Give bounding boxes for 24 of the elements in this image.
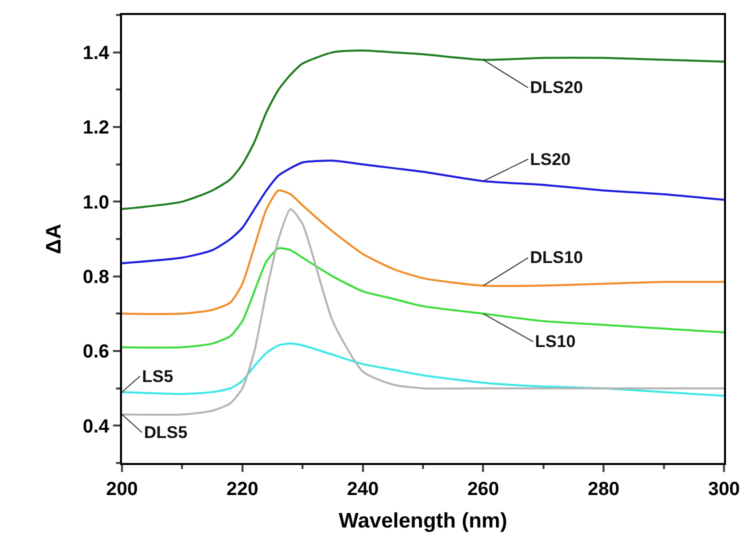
line-series bbox=[122, 247, 724, 349]
x-tick-label: 240 bbox=[346, 478, 379, 500]
x-tick-label: 200 bbox=[106, 478, 138, 500]
y-tick-label: 0.8 bbox=[82, 266, 110, 288]
y-tick-label: 1.2 bbox=[82, 118, 110, 139]
line-series bbox=[122, 49, 724, 210]
series-label: DLS5 bbox=[144, 423, 188, 442]
series-label: LS10 bbox=[535, 332, 576, 351]
y-tick-label: 0.6 bbox=[82, 342, 110, 363]
series-label: DLS10 bbox=[530, 248, 583, 267]
x-axis-title: Wavelength (nm) bbox=[338, 510, 508, 532]
line-series bbox=[122, 189, 724, 315]
y-tick-label: 1.0 bbox=[82, 192, 110, 214]
line-series bbox=[122, 208, 724, 416]
y-axis-title: ΔA bbox=[42, 224, 66, 254]
y-tick-label: 0.4 bbox=[82, 416, 110, 438]
x-tick-label: 300 bbox=[708, 478, 740, 500]
series-label: LS5 bbox=[142, 367, 174, 386]
x-tick-label: 220 bbox=[226, 478, 258, 500]
y-tick-label: 1.4 bbox=[82, 42, 110, 64]
x-tick-label: 260 bbox=[467, 478, 500, 500]
series-label: DLS20 bbox=[530, 78, 583, 97]
series-label: LS20 bbox=[530, 150, 571, 169]
x-tick-label: 280 bbox=[588, 478, 620, 500]
